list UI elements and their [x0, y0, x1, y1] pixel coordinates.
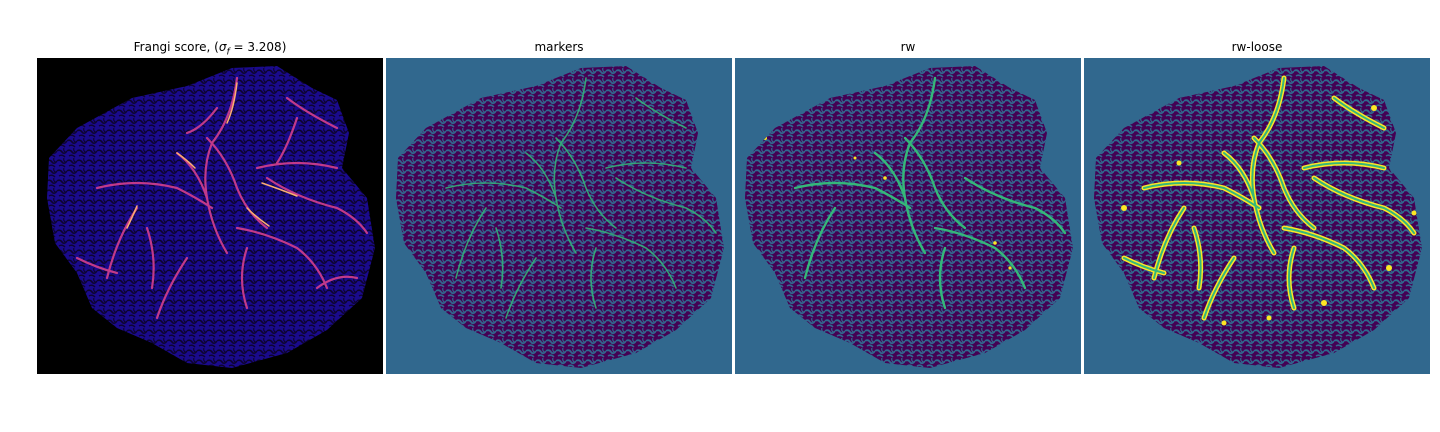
- rw-image: [735, 58, 1081, 374]
- markers-title: markers: [386, 40, 732, 54]
- markers-image: [386, 58, 732, 374]
- rw-loose-title: rw-loose: [1084, 40, 1430, 54]
- frangi-score-title: Frangi score, (σf = 3.208): [37, 40, 383, 57]
- markers-canvas: [386, 58, 732, 374]
- rw-title: rw: [735, 40, 1081, 54]
- frangi-score-image: [37, 58, 383, 374]
- rw-loose-image: [1084, 58, 1430, 374]
- rw-canvas: [735, 58, 1081, 374]
- rw-loose-canvas: [1084, 58, 1430, 374]
- frangi-score-canvas: [37, 58, 383, 374]
